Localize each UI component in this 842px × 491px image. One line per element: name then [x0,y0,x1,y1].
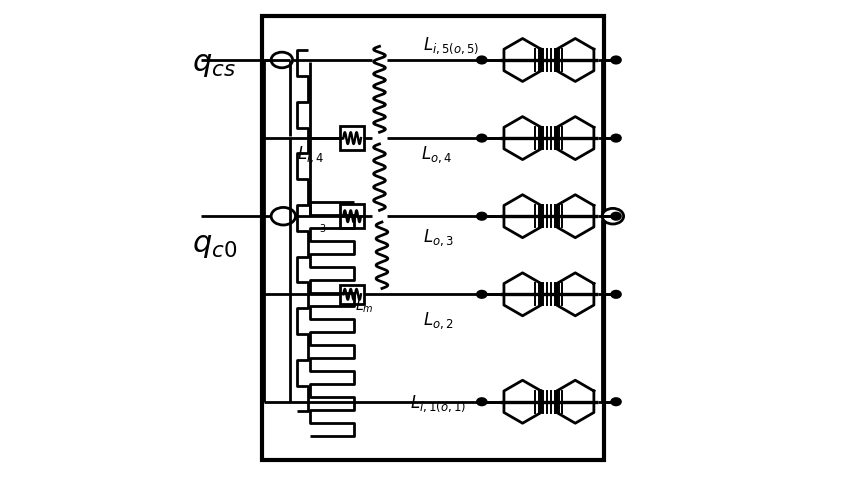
Ellipse shape [477,57,486,63]
Text: $L_{o,4}$: $L_{o,4}$ [421,145,452,165]
Text: $L_{i,1(o,1)}$: $L_{i,1(o,1)}$ [410,394,466,414]
Text: $L_{i,4}$: $L_{i,4}$ [296,145,323,165]
Bar [340,204,364,228]
Text: $_{3}$: $_{3}$ [319,221,327,235]
Bar [263,16,604,461]
Ellipse shape [477,399,486,405]
Ellipse shape [611,135,621,141]
Text: $L_{i,5(o,5)}$: $L_{i,5(o,5)}$ [424,35,480,55]
Ellipse shape [611,57,621,63]
Ellipse shape [271,207,296,225]
Ellipse shape [611,291,621,298]
Ellipse shape [477,291,486,298]
Text: $q_{cs}$: $q_{cs}$ [191,51,235,80]
Text: $q_{c0}$: $q_{c0}$ [191,231,237,260]
Text: $L_{o,3}$: $L_{o,3}$ [424,228,455,248]
Ellipse shape [602,208,624,224]
Bar [340,126,364,150]
Text: $L_{o,2}$: $L_{o,2}$ [424,311,454,331]
Ellipse shape [611,399,621,405]
Ellipse shape [477,213,486,219]
Ellipse shape [271,52,293,68]
Ellipse shape [611,213,621,219]
Text: $L_m$: $L_m$ [355,299,374,315]
Bar [340,285,364,303]
Ellipse shape [477,135,486,141]
